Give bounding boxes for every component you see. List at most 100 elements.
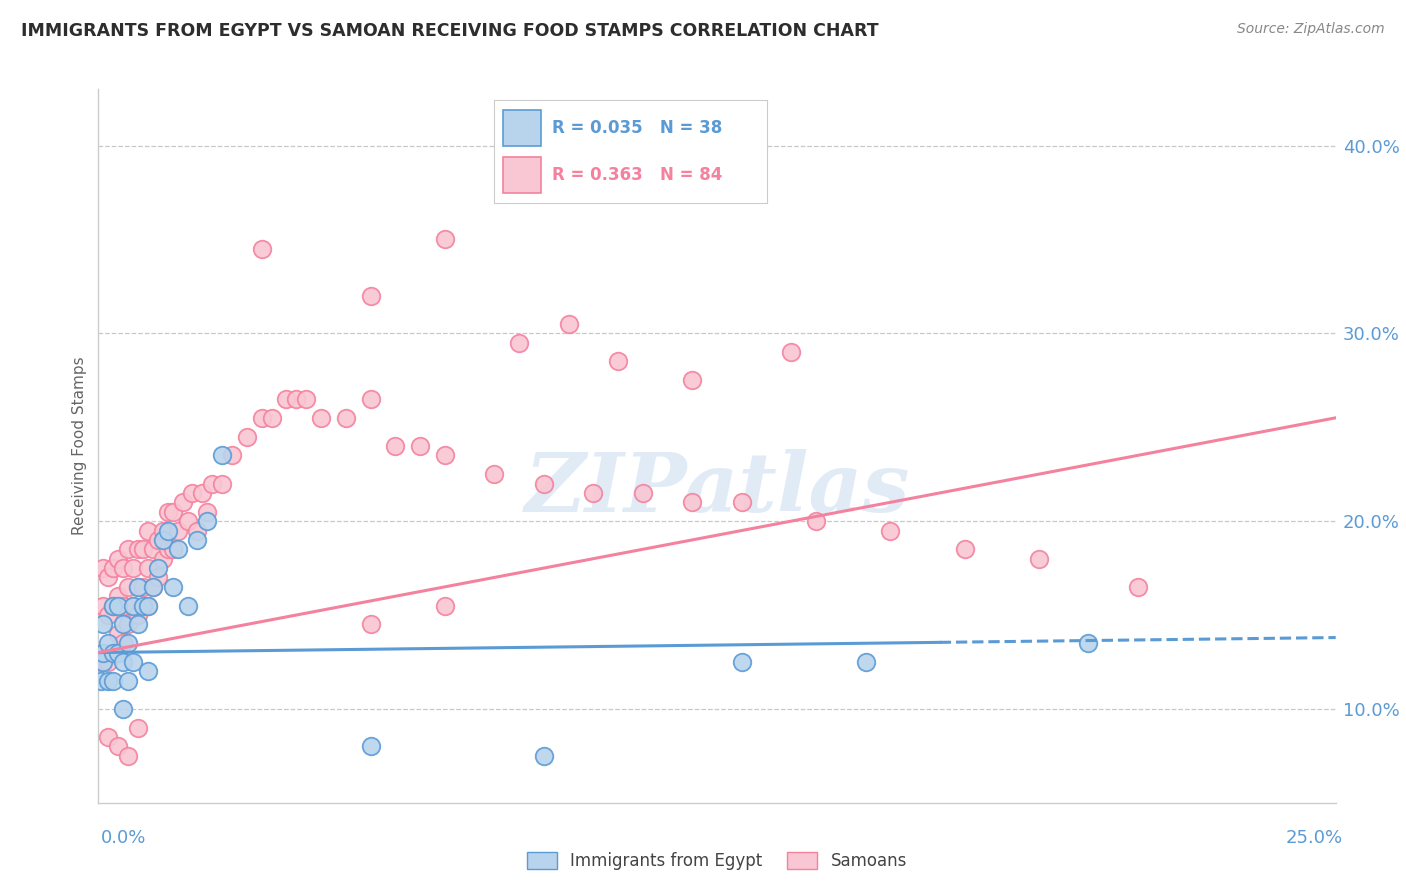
Point <box>136 665 159 679</box>
Point <box>107 599 129 613</box>
Point <box>112 702 135 716</box>
Point <box>90 655 112 669</box>
Point <box>146 570 169 584</box>
Point <box>136 599 159 613</box>
Point <box>186 533 208 547</box>
Point <box>97 570 120 584</box>
Point <box>112 617 135 632</box>
Point <box>384 439 406 453</box>
Point <box>360 617 382 632</box>
Text: 0.0%: 0.0% <box>101 829 146 847</box>
Point <box>132 542 155 557</box>
Point <box>122 561 145 575</box>
Point <box>484 467 506 482</box>
Point <box>112 599 135 613</box>
Point <box>1126 580 1149 594</box>
Point <box>533 476 555 491</box>
Point <box>953 542 976 557</box>
Y-axis label: Receiving Food Stamps: Receiving Food Stamps <box>72 357 87 535</box>
Point <box>90 673 112 688</box>
Point <box>97 655 120 669</box>
Point <box>607 354 630 368</box>
Point <box>855 655 877 669</box>
Point <box>103 599 125 613</box>
Point <box>146 533 169 547</box>
Point <box>97 730 120 744</box>
Point <box>221 449 243 463</box>
Point <box>1077 636 1099 650</box>
Point <box>260 410 283 425</box>
Point <box>295 392 318 406</box>
Point <box>195 505 218 519</box>
Point <box>136 561 159 575</box>
Point <box>360 392 382 406</box>
Point <box>186 524 208 538</box>
Point <box>409 439 432 453</box>
Legend: Immigrants from Egypt, Samoans: Immigrants from Egypt, Samoans <box>520 845 914 877</box>
Point <box>112 636 135 650</box>
Point <box>136 524 159 538</box>
Point <box>93 646 115 660</box>
Point <box>433 449 456 463</box>
Point <box>97 636 120 650</box>
Point <box>176 599 198 613</box>
Point <box>211 476 233 491</box>
Point <box>156 505 179 519</box>
Point <box>146 561 169 575</box>
Point <box>156 542 179 557</box>
Point <box>166 524 188 538</box>
Point <box>166 542 188 557</box>
Text: IMMIGRANTS FROM EGYPT VS SAMOAN RECEIVING FOOD STAMPS CORRELATION CHART: IMMIGRANTS FROM EGYPT VS SAMOAN RECEIVIN… <box>21 22 879 40</box>
Point <box>360 289 382 303</box>
Point <box>201 476 224 491</box>
Point <box>181 486 204 500</box>
Point <box>804 514 827 528</box>
Point <box>127 580 149 594</box>
Point <box>250 242 273 256</box>
Point <box>142 580 165 594</box>
Point <box>112 561 135 575</box>
Point <box>162 505 184 519</box>
Point <box>93 646 115 660</box>
Point <box>117 580 139 594</box>
Point <box>142 542 165 557</box>
Point <box>127 617 149 632</box>
Point <box>93 655 115 669</box>
Point <box>103 646 125 660</box>
Point <box>103 646 125 660</box>
Point <box>172 495 194 509</box>
Point <box>142 580 165 594</box>
Point <box>335 410 357 425</box>
Point <box>122 655 145 669</box>
Point <box>152 551 174 566</box>
Text: ZIPatlas: ZIPatlas <box>524 449 910 529</box>
Point <box>136 599 159 613</box>
Point <box>97 673 120 688</box>
Point <box>731 495 754 509</box>
Text: Source: ZipAtlas.com: Source: ZipAtlas.com <box>1237 22 1385 37</box>
Point <box>191 486 214 500</box>
Point <box>162 580 184 594</box>
Point <box>162 542 184 557</box>
Point <box>276 392 298 406</box>
Point <box>127 607 149 622</box>
Point <box>533 748 555 763</box>
Point <box>1028 551 1050 566</box>
Point <box>107 551 129 566</box>
Point <box>582 486 605 500</box>
Point <box>117 748 139 763</box>
Point <box>107 739 129 754</box>
Point <box>236 429 259 443</box>
Point <box>631 486 654 500</box>
Point <box>557 317 579 331</box>
Point <box>731 655 754 669</box>
Point <box>360 739 382 754</box>
Point <box>103 561 125 575</box>
Point <box>107 627 129 641</box>
Point <box>127 542 149 557</box>
Point <box>195 514 218 528</box>
Point <box>127 580 149 594</box>
Text: 25.0%: 25.0% <box>1285 829 1343 847</box>
Point <box>156 524 179 538</box>
Point <box>117 636 139 650</box>
